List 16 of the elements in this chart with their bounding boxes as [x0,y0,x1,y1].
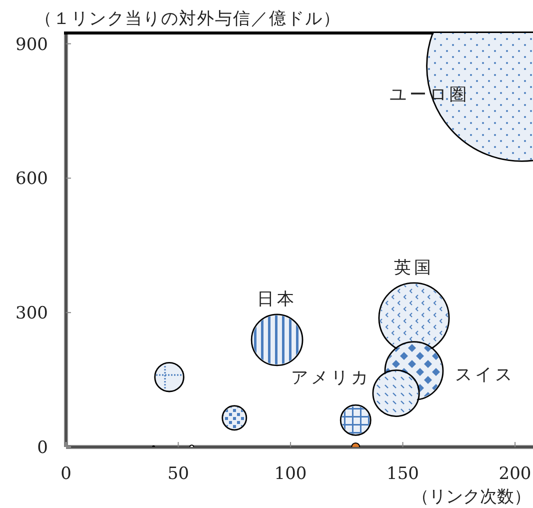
series-label: 日本 [257,289,298,310]
series-label: 英国 [394,258,434,278]
y-tick-label: 600 [16,169,48,190]
series-label: スイス [454,364,515,385]
y-tick-label: 300 [16,304,48,324]
x-tick-label: 100 [274,464,307,484]
x-tick-label: 50 [167,464,190,484]
series-label: アメリカ [290,368,371,388]
x-tick-label: 200 [498,464,532,484]
y-axis-title: （１リンク当りの対外与信／億ドル） [35,9,341,29]
y-tick-label: 0 [37,438,48,458]
x-tick-label: 0 [60,464,72,484]
x-axis-title: （リンク次数） [412,487,531,507]
series-label: ユーロ圏 [390,85,470,106]
x-tick-label: 150 [386,464,420,484]
y-tick-label: 900 [16,34,48,55]
